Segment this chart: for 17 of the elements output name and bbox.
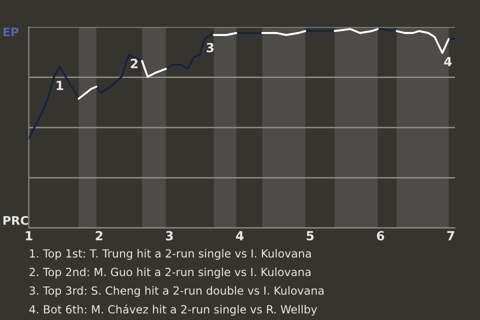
x-tick-label: 1 [26, 231, 32, 240]
annotation: 1 [56, 80, 64, 90]
annotation: 3 [206, 42, 214, 52]
annotation: 2 [130, 58, 138, 68]
x-tick-label: 2 [96, 231, 102, 240]
x-tick-label: 3 [166, 231, 173, 240]
text: 4. Bot 6th: M. Chávez hit a 2-run single vs R. Wellby [29, 304, 317, 316]
annotation: 4 [444, 56, 452, 66]
text: EP [3, 28, 19, 36]
x-tick-label: 7 [447, 231, 454, 240]
text: 1. Top 1st: T. Trung hit a 2-run single vs I. Kulovana [30, 249, 311, 260]
text: 3. Top 3rd: S. Cheng hit a 2-run double vs I. Kulovana [30, 286, 324, 297]
x-tick-label: 6 [376, 231, 384, 240]
text: PRC [3, 216, 28, 225]
text: 2. Top 2nd: M. Guo hit a 2-run single vs I. Kulovana [30, 268, 310, 278]
x-tick-label: 4 [236, 231, 244, 240]
x-tick-label: 5 [306, 231, 314, 240]
